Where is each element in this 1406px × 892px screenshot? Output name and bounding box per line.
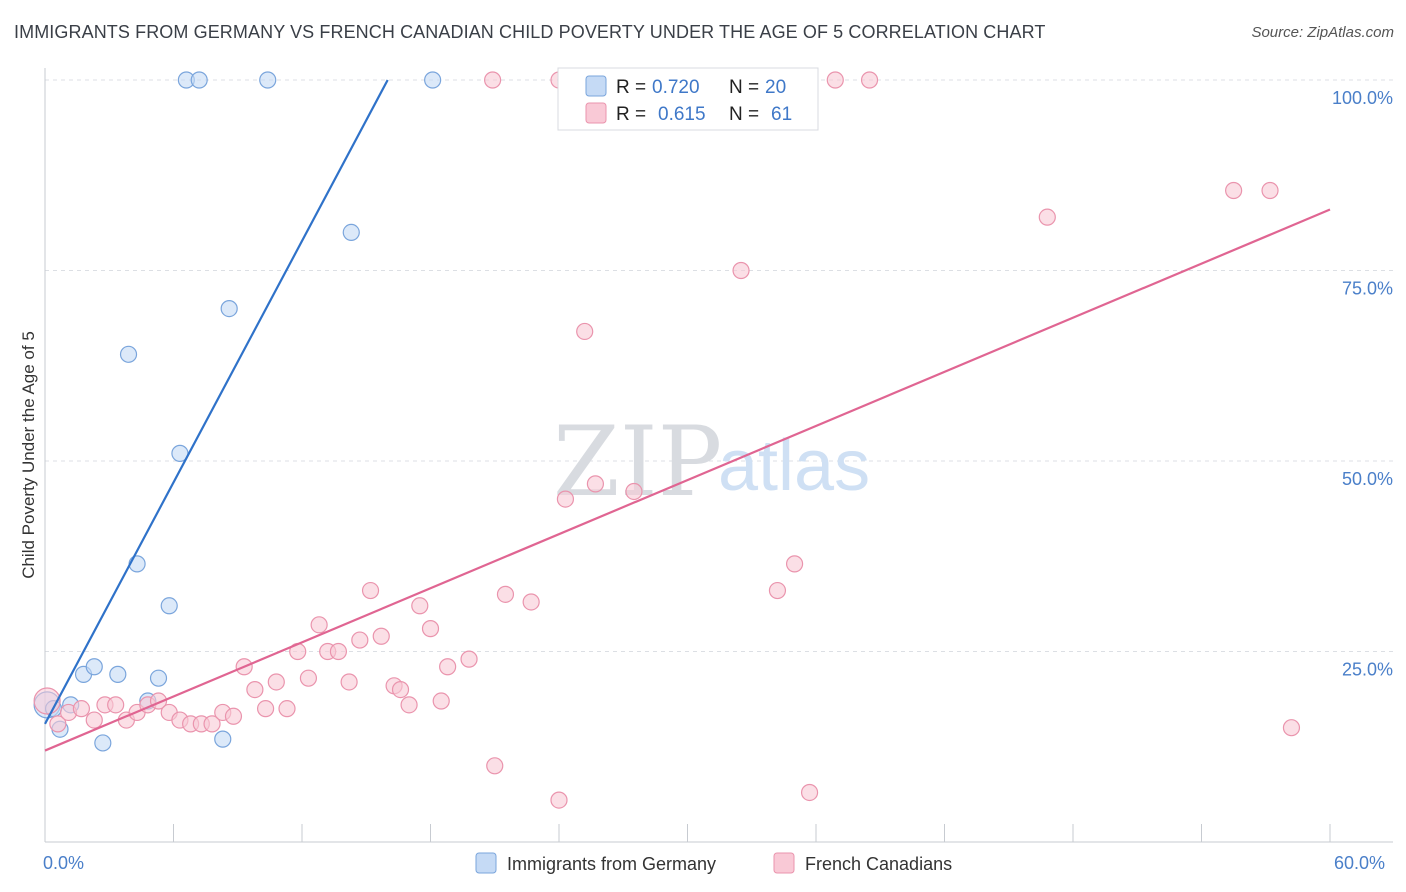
- legend-label-germany: Immigrants from Germany: [507, 854, 716, 874]
- trend-lines: [44, 79, 1331, 752]
- x-tick-label-left: 0.0%: [43, 853, 84, 873]
- point-pink-46: [586, 475, 605, 493]
- point-pink-25: [310, 616, 328, 634]
- point-pink-31: [372, 627, 390, 645]
- stats-n-label-2: N =: [729, 104, 759, 125]
- point-pink-34: [400, 696, 418, 714]
- point-pink-36: [421, 620, 440, 638]
- legend-swatch-french-canadians: [773, 852, 795, 874]
- point-blue-12: [160, 597, 178, 615]
- point-pink-59: [484, 71, 502, 89]
- point-pink-21: [267, 673, 285, 691]
- point-pink-39: [460, 650, 478, 668]
- chart-source: Source: ZipAtlas.com: [1251, 24, 1394, 41]
- watermark: ZIP atlas: [553, 406, 870, 518]
- y-tick-label-0: 100.0%: [1332, 88, 1393, 108]
- point-blue-9: [128, 555, 146, 573]
- point-pink-47: [625, 482, 643, 501]
- point-pink-27: [329, 642, 348, 661]
- stats-swatch-pink: [585, 102, 607, 124]
- point-pink-52: [826, 71, 844, 89]
- point-pink-35: [411, 597, 429, 615]
- trend-line-pink: [44, 208, 1331, 752]
- x-tick-labels: 0.0% 60.0%: [43, 853, 1385, 873]
- point-blue-6: [94, 734, 112, 752]
- point-pink-33: [391, 680, 410, 699]
- point-blue-5: [85, 658, 103, 676]
- point-blue-18: [259, 71, 277, 89]
- point-pink-54: [1038, 208, 1056, 226]
- point-pink-51: [800, 783, 819, 802]
- stats-n-label-1: N =: [729, 77, 759, 98]
- series-immigrants-from-germany: [33, 71, 442, 752]
- point-pink-43: [550, 791, 568, 809]
- point-pink-44: [556, 490, 575, 508]
- point-pink-4: [85, 711, 103, 729]
- point-pink-17: [224, 707, 243, 725]
- y-axis-label: Child Poverty Under the Age of 5: [19, 331, 38, 579]
- point-pink-1: [49, 715, 67, 733]
- stats-n-value-2: 61: [771, 104, 792, 125]
- point-pink-20: [256, 700, 275, 718]
- point-blue-17: [220, 300, 238, 318]
- point-pink-45: [576, 322, 594, 341]
- point-pink-15: [203, 715, 221, 733]
- gridlines: [45, 79, 1393, 652]
- y-tick-label-2: 50.0%: [1342, 469, 1393, 489]
- watermark-zip: ZIP: [553, 406, 722, 518]
- stats-r-label-2: R =: [616, 104, 646, 125]
- point-pink-6: [107, 696, 125, 714]
- stats-swatch-blue: [585, 75, 607, 97]
- point-pink-38: [439, 658, 457, 676]
- x-tick-label-right: 60.0%: [1334, 853, 1385, 873]
- stats-r-label-1: R =: [616, 77, 646, 98]
- chart-title: IMMIGRANTS FROM GERMANY VS FRENCH CANADI…: [14, 22, 1046, 42]
- point-pink-56: [1261, 181, 1279, 200]
- point-pink-30: [361, 581, 380, 600]
- point-blue-11: [149, 669, 168, 687]
- watermark-atlas: atlas: [718, 426, 870, 506]
- point-pink-24: [299, 669, 318, 687]
- y-tick-label-3: 25.0%: [1342, 660, 1393, 680]
- point-pink-41: [496, 585, 515, 603]
- trend-line-blue: [44, 79, 389, 725]
- point-blue-20: [424, 71, 442, 89]
- stats-r-value-1: 0.720: [652, 77, 700, 98]
- point-pink-28: [340, 673, 358, 691]
- point-pink-42: [522, 593, 540, 611]
- legend-swatch-germany: [475, 852, 497, 874]
- point-pink-22: [278, 700, 296, 718]
- point-blue-15: [190, 71, 208, 89]
- series-french-canadians: [33, 71, 1301, 809]
- point-pink-3: [72, 700, 91, 718]
- point-pink-37: [432, 692, 450, 710]
- legend-label-french-canadians: French Canadians: [805, 854, 952, 874]
- point-blue-19: [342, 223, 360, 241]
- point-pink-55: [1225, 181, 1243, 200]
- y-tick-labels: 100.0% 75.0% 50.0% 25.0%: [1332, 88, 1393, 680]
- point-pink-49: [768, 581, 787, 600]
- point-blue-16: [214, 730, 232, 748]
- stats-n-value-1: 20: [765, 77, 786, 98]
- point-blue-8: [119, 345, 138, 363]
- stats-r-value-2: 0.615: [658, 104, 706, 125]
- point-pink-40: [486, 757, 504, 775]
- series-legend: Immigrants from Germany French Canadians: [475, 852, 952, 874]
- point-pink-53: [860, 71, 879, 89]
- point-pink-50: [785, 555, 804, 573]
- point-blue-7: [109, 665, 127, 683]
- point-pink-57: [1282, 719, 1301, 737]
- point-pink-29: [351, 631, 369, 649]
- point-pink-19: [246, 680, 264, 699]
- y-tick-label-1: 75.0%: [1342, 279, 1393, 299]
- point-pink-48: [732, 261, 750, 280]
- stats-legend: R = 0.720 N = 20 R = 0.615 N = 61: [557, 67, 819, 131]
